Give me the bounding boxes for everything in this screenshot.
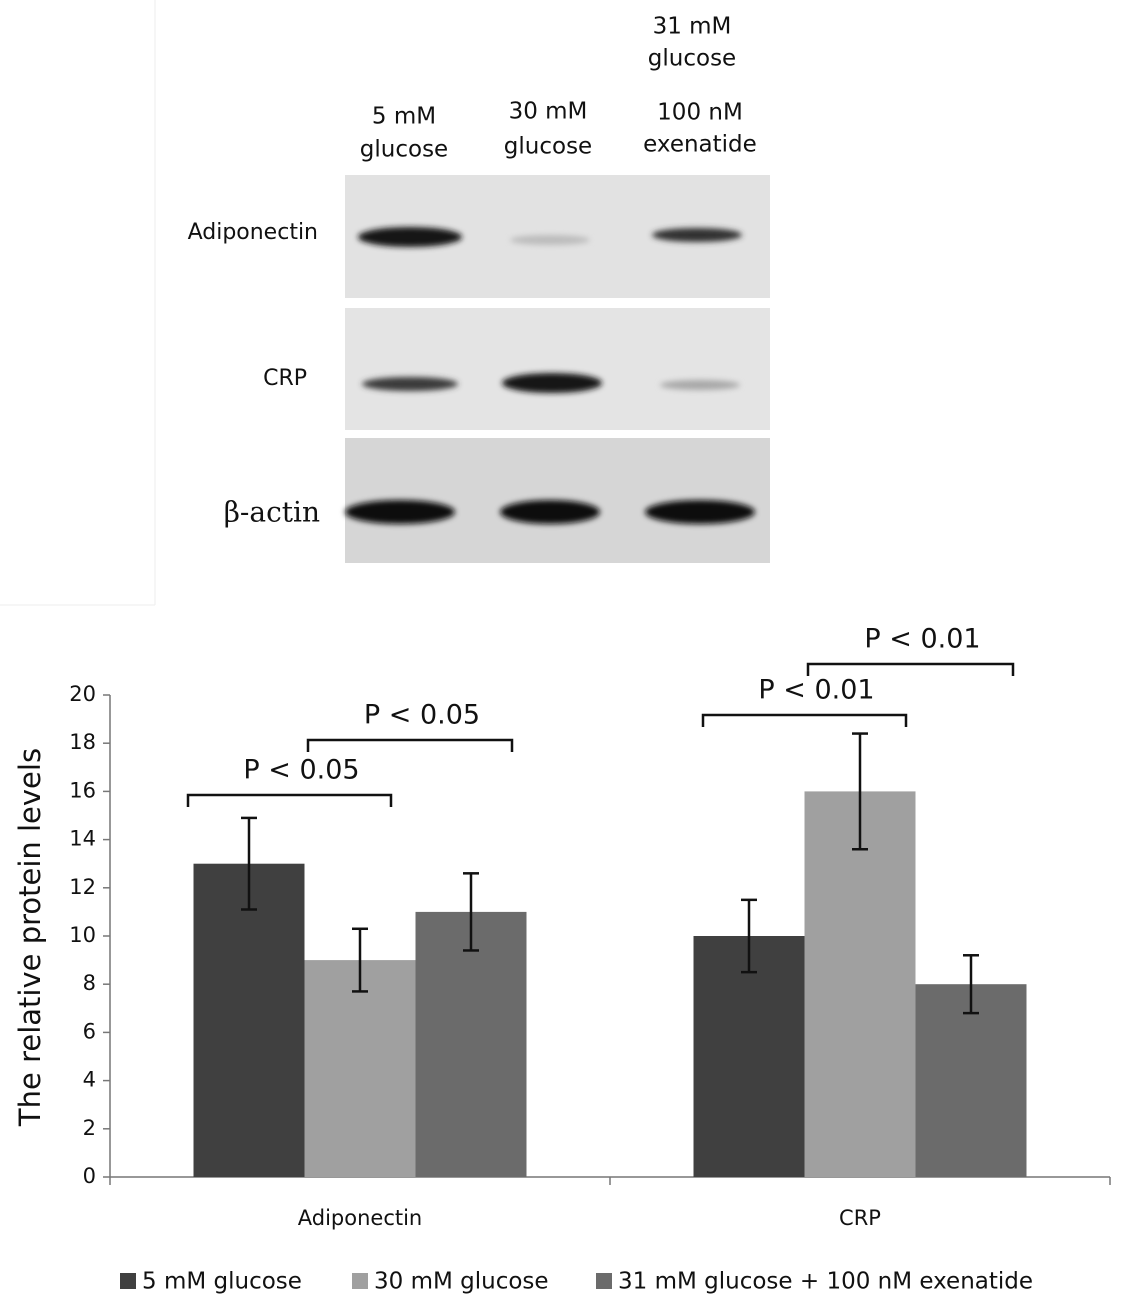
bar — [693, 936, 805, 1177]
significance-label: P < 0.05 — [364, 700, 480, 731]
lane-label: 30 mM — [509, 99, 588, 125]
band — [652, 228, 742, 242]
error-bar — [852, 732, 868, 851]
significance-bracket — [806, 662, 1015, 676]
y-tick-label: 20 — [69, 682, 96, 706]
lane-label: 5 mM — [372, 104, 436, 130]
band — [660, 380, 740, 390]
significance-label: P < 0.01 — [864, 624, 980, 655]
y-tick-label: 10 — [69, 923, 96, 947]
lane-label: glucose — [648, 46, 736, 72]
error-bar — [241, 816, 257, 911]
band — [358, 227, 462, 247]
x-tick-label: Adiponectin — [298, 1206, 423, 1230]
bar — [415, 911, 527, 1177]
band — [510, 235, 590, 245]
lane-label: exenatide — [643, 132, 757, 158]
row-label: CRP — [263, 366, 307, 391]
bar — [193, 863, 305, 1177]
error-bar — [741, 898, 757, 974]
band — [645, 500, 755, 524]
legend-label: 30 mM glucose — [374, 1269, 549, 1295]
y-tick-label: 8 — [83, 971, 96, 995]
y-tick-label: 14 — [69, 827, 96, 851]
band — [345, 500, 455, 524]
y-tick-label: 18 — [69, 730, 96, 754]
band — [362, 377, 458, 391]
legend-label: 31 mM glucose + 100 nM exenatide — [618, 1269, 1033, 1295]
lane-label: 31 mM — [653, 14, 732, 40]
legend-swatch — [352, 1273, 368, 1289]
bar — [304, 960, 416, 1177]
error-bar — [963, 954, 979, 1015]
legend-label: 5 mM glucose — [142, 1269, 302, 1295]
blot-strip — [345, 308, 770, 430]
band — [502, 373, 602, 393]
significance-label: P < 0.01 — [758, 675, 874, 706]
legend-swatch — [596, 1273, 612, 1289]
bar — [915, 984, 1027, 1177]
y-tick-label: 0 — [83, 1164, 96, 1188]
error-bar — [352, 927, 368, 993]
band — [500, 500, 600, 524]
row-label: β-actin — [224, 496, 320, 529]
legend-swatch — [120, 1273, 136, 1289]
significance-bracket — [701, 713, 908, 727]
lane-label: glucose — [504, 134, 592, 160]
y-tick-label: 12 — [69, 875, 96, 899]
significance-label: P < 0.05 — [243, 755, 359, 786]
error-bar — [463, 872, 479, 952]
blot: Adiponectin CRP β-actin 5 mM glucose 30 … — [188, 14, 770, 563]
significance-bracket — [306, 738, 514, 752]
y-tick-label: 2 — [83, 1116, 96, 1140]
y-tick-label: 4 — [83, 1068, 96, 1092]
row-label: Adiponectin — [188, 220, 318, 245]
significance-bracket — [186, 793, 393, 807]
bar — [804, 791, 916, 1177]
x-tick-label: CRP — [839, 1206, 881, 1230]
y-tick-label: 16 — [69, 778, 96, 802]
y-tick-label: 6 — [83, 1019, 96, 1043]
lane-label: 100 nM — [657, 100, 743, 126]
lane-label: glucose — [360, 137, 448, 163]
y-axis-label: The relative protein levels — [13, 748, 47, 1127]
